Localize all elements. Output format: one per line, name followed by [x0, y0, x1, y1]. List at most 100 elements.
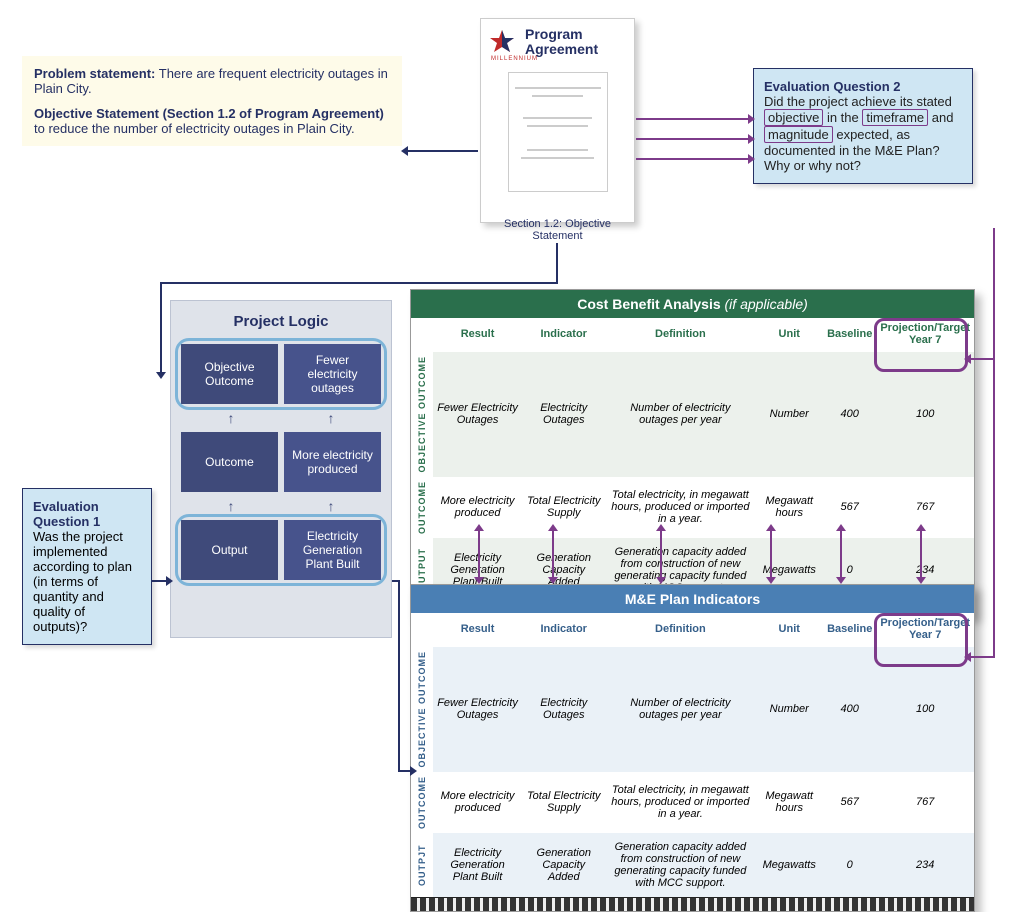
mep-r1-def: Number of electricity outages per year [605, 647, 755, 772]
arrow-doc-eq2-3 [636, 158, 748, 160]
doc-caption: Section 1.2: Objective Statement [481, 218, 634, 242]
arrow-link-col6 [920, 530, 922, 578]
arrow-eq1-to-pl [152, 580, 166, 582]
arrow-eq2-to-mep-h [971, 656, 995, 658]
mep-r2-target: 767 [876, 772, 974, 833]
rowlabel-objoc: OBJECTIVE OUTCOME [411, 647, 433, 772]
col-target: Projection/Target Year 7 [876, 318, 974, 352]
cba-table: Result Indicator Definition Unit Baselin… [411, 318, 974, 602]
mep-r3-base: 0 [823, 833, 876, 897]
problem-statement: Problem statement: There are frequent el… [34, 66, 390, 96]
col-baseline: Baseline [823, 613, 876, 647]
project-logic-title: Project Logic [181, 313, 381, 330]
arrow-doc-to-objective [408, 150, 478, 152]
arrow-eq2-to-mep-v [993, 358, 995, 656]
arrow-eq2-to-cba-v [993, 228, 995, 358]
cba-r1-unit: Number [755, 352, 823, 477]
eq2-hl-timeframe: timeframe [862, 109, 928, 126]
rowlabel-objoc: OBJECTIVE OUTCOME [411, 352, 433, 477]
eval-question-2: Evaluation Question 2 Did the project ac… [753, 68, 973, 184]
col-baseline: Baseline [823, 318, 876, 352]
objective-label: Objective Statement (Section 1.2 of Prog… [34, 106, 384, 121]
pl-objective-outcome: Objective Outcome [181, 344, 278, 404]
mep-row-1: OBJECTIVE OUTCOME Fewer Electricity Outa… [411, 647, 974, 772]
project-logic-panel: Project Logic Objective Outcome Fewer el… [170, 300, 392, 638]
mep-r2-def: Total electricity, in megawatt hours, pr… [605, 772, 755, 833]
col-definition: Definition [605, 613, 755, 647]
mep-r3-unit: Megawatts [755, 833, 823, 897]
mep-r2-base: 567 [823, 772, 876, 833]
arrow-link-col3 [660, 530, 662, 578]
cba-title: Cost Benefit Analysis (if applicable) [411, 290, 974, 318]
arrow-doc-down [556, 243, 558, 283]
col-unit: Unit [755, 613, 823, 647]
eq2-hl-objective: objective [764, 109, 823, 126]
arrow-pl-to-mep-v [398, 580, 400, 770]
arrow-doc-to-pl [160, 282, 162, 372]
arrow-link-col2 [552, 530, 554, 578]
pl-row-3: Output Electricity Generation Plant Buil… [181, 520, 381, 580]
mep-row-3: OUTPJT Electricity Generation Plant Buil… [411, 833, 974, 897]
mep-card: M&E Plan Indicators Result Indicator Def… [410, 584, 975, 912]
eq1-text: Was the project implemented according to… [33, 529, 132, 634]
col-unit: Unit [755, 318, 823, 352]
cba-r2-ind: Total Electricity Supply [522, 477, 605, 538]
eq2-mid1: in the [827, 110, 862, 125]
arrow-doc-eq2-1 [636, 118, 748, 120]
mep-title: M&E Plan Indicators [411, 585, 974, 613]
problem-objective-box: Problem statement: There are frequent el… [22, 56, 402, 146]
torn-edge-icon [411, 897, 974, 911]
mep-r1-unit: Number [755, 647, 823, 772]
cba-row-2: OUTCOME More electricity produced Total … [411, 477, 974, 538]
pl-plant-built: Electricity Generation Plant Built [284, 520, 381, 580]
program-agreement-doc: Program Agreement MILLENNIUM Section 1.2… [480, 18, 635, 223]
arrow-pl-to-mep-h1 [392, 580, 400, 582]
doc-title-1: Program [525, 27, 598, 42]
mep-r1-base: 400 [823, 647, 876, 772]
cba-r1-result: Fewer Electricity Outages [433, 352, 522, 477]
arrow-doc-eq2-2 [636, 138, 748, 140]
pl-fewer-outages: Fewer electricity outages [284, 344, 381, 404]
mep-r2-ind: Total Electricity Supply [522, 772, 605, 833]
mep-r3-ind: Generation Capacity Added [522, 833, 605, 897]
col-definition: Definition [605, 318, 755, 352]
col-target: Projection/Target Year 7 [876, 613, 974, 647]
pl-output: Output [181, 520, 278, 580]
col-result: Result [433, 318, 522, 352]
mep-row-2: OUTCOME More electricity produced Total … [411, 772, 974, 833]
eq2-mid2: and [932, 110, 954, 125]
problem-label: Problem statement: [34, 66, 155, 81]
mep-r3-def: Generation capacity added from construct… [605, 833, 755, 897]
mep-table: Result Indicator Definition Unit Baselin… [411, 613, 974, 897]
arrow-eq2-to-cba-h [971, 358, 995, 360]
eq1-title: Evaluation Question 1 [33, 499, 100, 529]
cba-title-main: Cost Benefit Analysis [577, 296, 724, 312]
cba-r1-target: 100 [876, 352, 974, 477]
cba-r1-base: 400 [823, 352, 876, 477]
mep-r1-result: Fewer Electricity Outages [433, 647, 522, 772]
pl-outcome: Outcome [181, 432, 278, 492]
pl-arrows-2: ↑↑ [181, 498, 381, 514]
diagram-root: Problem statement: There are frequent el… [0, 0, 1013, 838]
cba-row-1: OBJECTIVE OUTCOME Fewer Electricity Outa… [411, 352, 974, 477]
mep-r2-unit: Megawatt hours [755, 772, 823, 833]
mep-r2-result: More electricity produced [433, 772, 522, 833]
eq2-hl-magnitude: magnitude [764, 126, 833, 143]
rowlabel-outcome: OUTCOME [411, 477, 433, 538]
pl-row-1: Objective Outcome Fewer electricity outa… [181, 344, 381, 404]
star-icon [489, 29, 515, 55]
rowlabel-output: OUTPJT [411, 833, 433, 897]
mep-r3-result: Electricity Generation Plant Built [433, 833, 522, 897]
pl-row-2: Outcome More electricity produced [181, 432, 381, 492]
objective-text: to reduce the number of electricity outa… [34, 121, 355, 136]
cba-card: Cost Benefit Analysis (if applicable) Re… [410, 289, 975, 617]
eq2-title: Evaluation Question 2 [764, 79, 901, 94]
arrow-link-col1 [478, 530, 480, 578]
cba-r2-def: Total electricity, in megawatt hours, pr… [605, 477, 755, 538]
col-result: Result [433, 613, 522, 647]
mep-r3-target: 234 [876, 833, 974, 897]
mep-r1-target: 100 [876, 647, 974, 772]
arrow-doc-across [160, 282, 558, 284]
cba-r2-base: 567 [823, 477, 876, 538]
cba-title-em: (if applicable) [725, 296, 808, 312]
